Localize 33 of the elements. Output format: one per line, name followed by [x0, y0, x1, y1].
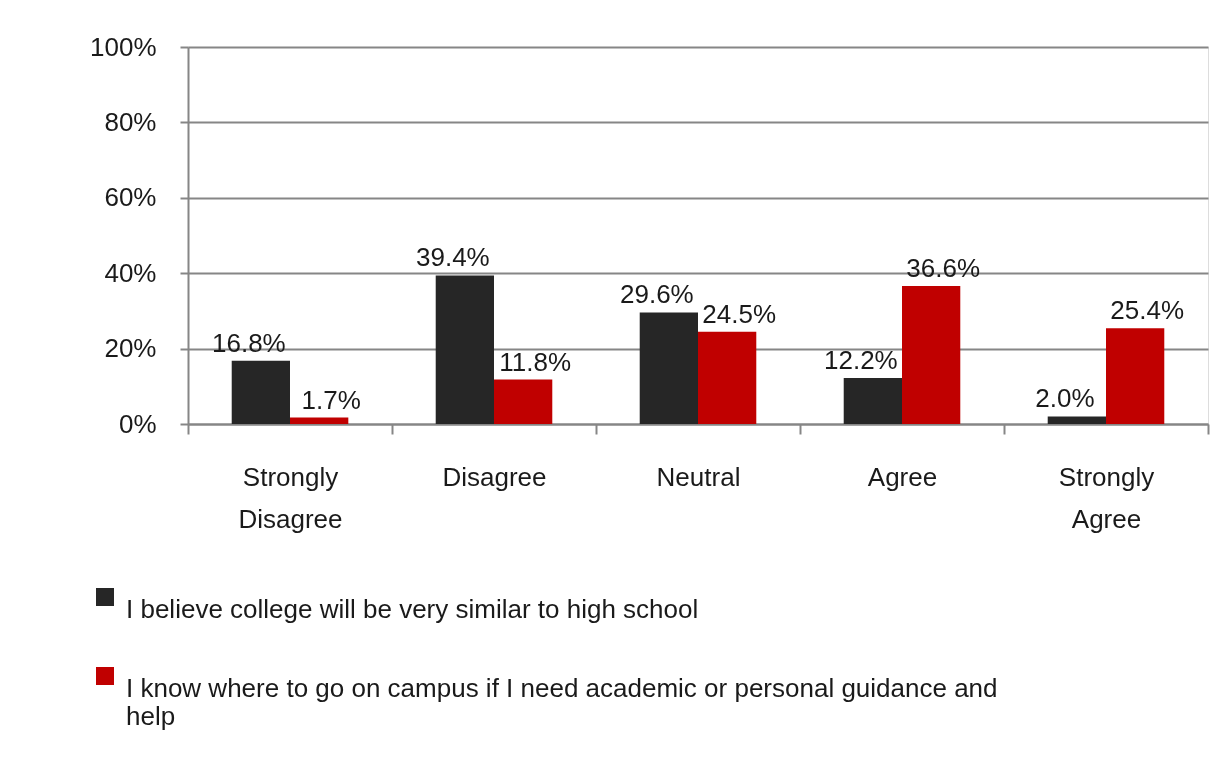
y-tick-label: 80%: [104, 106, 157, 137]
y-tick-label: 20%: [104, 333, 157, 364]
data-label: 11.8%: [499, 346, 572, 377]
bar: [1047, 416, 1106, 424]
y-tick-label: 0%: [118, 408, 157, 439]
x-tick-label: Agree: [867, 461, 938, 492]
bar: [698, 331, 757, 424]
bar: [902, 286, 961, 424]
data-label: 16.8%: [211, 327, 286, 358]
x-tick-label: Disagree: [442, 461, 547, 492]
data-label: 25.4%: [1110, 295, 1185, 326]
data-label: 39.4%: [415, 242, 490, 273]
data-label: 12.2%: [823, 345, 898, 376]
data-label: 1.7%: [301, 384, 361, 415]
data-label: 29.6%: [619, 279, 694, 310]
x-tick-label: Strongly Agree: [1058, 461, 1155, 534]
bar: [1106, 328, 1165, 424]
bar: [843, 378, 902, 424]
bar: [639, 312, 698, 424]
y-tick-label: 100%: [90, 31, 157, 62]
data-label: 36.6%: [906, 253, 981, 284]
legend-label: I know where to go on campus if I need academic or personal guidance and help: [126, 673, 998, 731]
bar: [435, 275, 494, 424]
bar: [290, 417, 349, 424]
bar: [494, 379, 553, 424]
y-tick-label: 40%: [104, 257, 157, 288]
y-tick-label: 60%: [104, 182, 157, 213]
x-tick-label: Strongly Disagree: [238, 461, 343, 534]
legend-label: I believe college will be very similar to high school: [126, 594, 699, 624]
x-tick-label: Neutral: [656, 461, 741, 492]
bar: [231, 360, 290, 424]
data-label: 24.5%: [702, 298, 777, 329]
data-label: 2.0%: [1035, 383, 1095, 414]
